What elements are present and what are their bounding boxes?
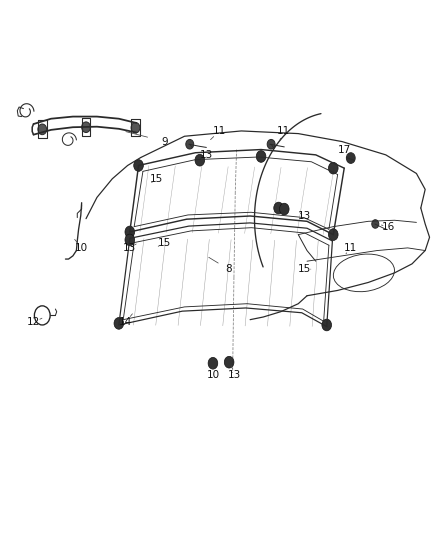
Text: 14: 14 bbox=[119, 317, 132, 327]
Text: 15: 15 bbox=[297, 264, 311, 274]
Circle shape bbox=[328, 229, 337, 240]
Circle shape bbox=[125, 234, 134, 246]
Circle shape bbox=[321, 319, 331, 331]
Circle shape bbox=[328, 163, 337, 174]
Text: 12: 12 bbox=[27, 317, 40, 327]
Circle shape bbox=[134, 160, 143, 171]
Circle shape bbox=[256, 151, 265, 163]
Circle shape bbox=[273, 202, 283, 214]
Circle shape bbox=[114, 318, 124, 329]
Circle shape bbox=[38, 124, 46, 135]
Text: 13: 13 bbox=[199, 150, 212, 160]
Text: 13: 13 bbox=[123, 243, 136, 253]
Text: 17: 17 bbox=[337, 144, 350, 155]
Circle shape bbox=[131, 123, 140, 133]
Text: 11: 11 bbox=[343, 243, 357, 253]
Circle shape bbox=[267, 140, 275, 149]
Text: 16: 16 bbox=[381, 222, 394, 232]
Circle shape bbox=[185, 140, 193, 149]
Text: 11: 11 bbox=[212, 126, 226, 136]
Text: 10: 10 bbox=[75, 243, 88, 253]
Circle shape bbox=[224, 357, 233, 368]
Circle shape bbox=[279, 203, 288, 215]
Text: 11: 11 bbox=[276, 126, 289, 136]
Text: 13: 13 bbox=[228, 370, 241, 381]
Text: 9: 9 bbox=[161, 136, 168, 147]
Text: 8: 8 bbox=[224, 264, 231, 274]
Text: 15: 15 bbox=[158, 238, 171, 247]
Text: 13: 13 bbox=[297, 211, 311, 221]
Circle shape bbox=[371, 220, 378, 228]
Circle shape bbox=[125, 226, 134, 238]
Text: 10: 10 bbox=[206, 370, 219, 381]
Circle shape bbox=[208, 358, 217, 369]
Circle shape bbox=[346, 153, 354, 164]
Circle shape bbox=[81, 122, 90, 133]
Circle shape bbox=[194, 155, 204, 166]
Text: 15: 15 bbox=[149, 174, 162, 184]
